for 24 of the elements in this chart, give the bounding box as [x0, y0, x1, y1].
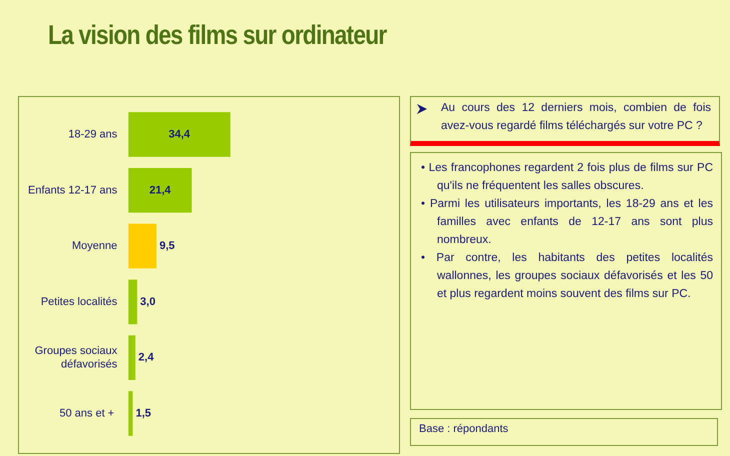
text: • Par contre, les habitants des petites localités wallonnes, les groupes sociaux défavorisés et les 50 et plus regardent moins souvent des films sur PC.	[421, 251, 713, 302]
text: • Les francophones regardent 2 fois plus de films sur PC qu'ils ne fréquentent les salles obscures.	[421, 161, 713, 194]
data-label: 1,5	[136, 408, 152, 420]
bar	[128, 168, 192, 213]
bar	[128, 391, 133, 436]
y-tick-label: Petites localités	[40, 296, 118, 308]
data-label: 34,4	[168, 128, 191, 141]
y-tick-label: 50 ans et +	[59, 408, 118, 420]
data-label: 2,4	[138, 352, 155, 364]
y-tick-label: 18-29 ans	[68, 128, 118, 141]
y-tick-label: Enfants 12-17 ans	[28, 184, 118, 196]
bar	[128, 224, 156, 268]
chart-title: La vision des films sur ordinateur	[48, 20, 386, 51]
bar	[128, 335, 136, 380]
data-label: 21,4	[149, 184, 172, 196]
text: • Parmi les utilisateurs importants, les 18-29 ans et les familles avec enfants de 12-17 ans sont plus nombreux.	[421, 197, 713, 248]
y-tick-label: Moyenne	[72, 240, 118, 252]
data-label: 9,5	[159, 240, 175, 252]
bar	[128, 112, 230, 157]
text: Base : répondants	[410, 418, 718, 446]
bar	[128, 280, 138, 324]
y-tick-label: Groupes sociaux défavorisés	[34, 345, 118, 370]
data-label: 3,0	[140, 296, 156, 308]
text: Au cours des 12 derniers mois, combien de fois avez-vous regardé films téléchargés sur votre PC ?	[410, 96, 720, 146]
